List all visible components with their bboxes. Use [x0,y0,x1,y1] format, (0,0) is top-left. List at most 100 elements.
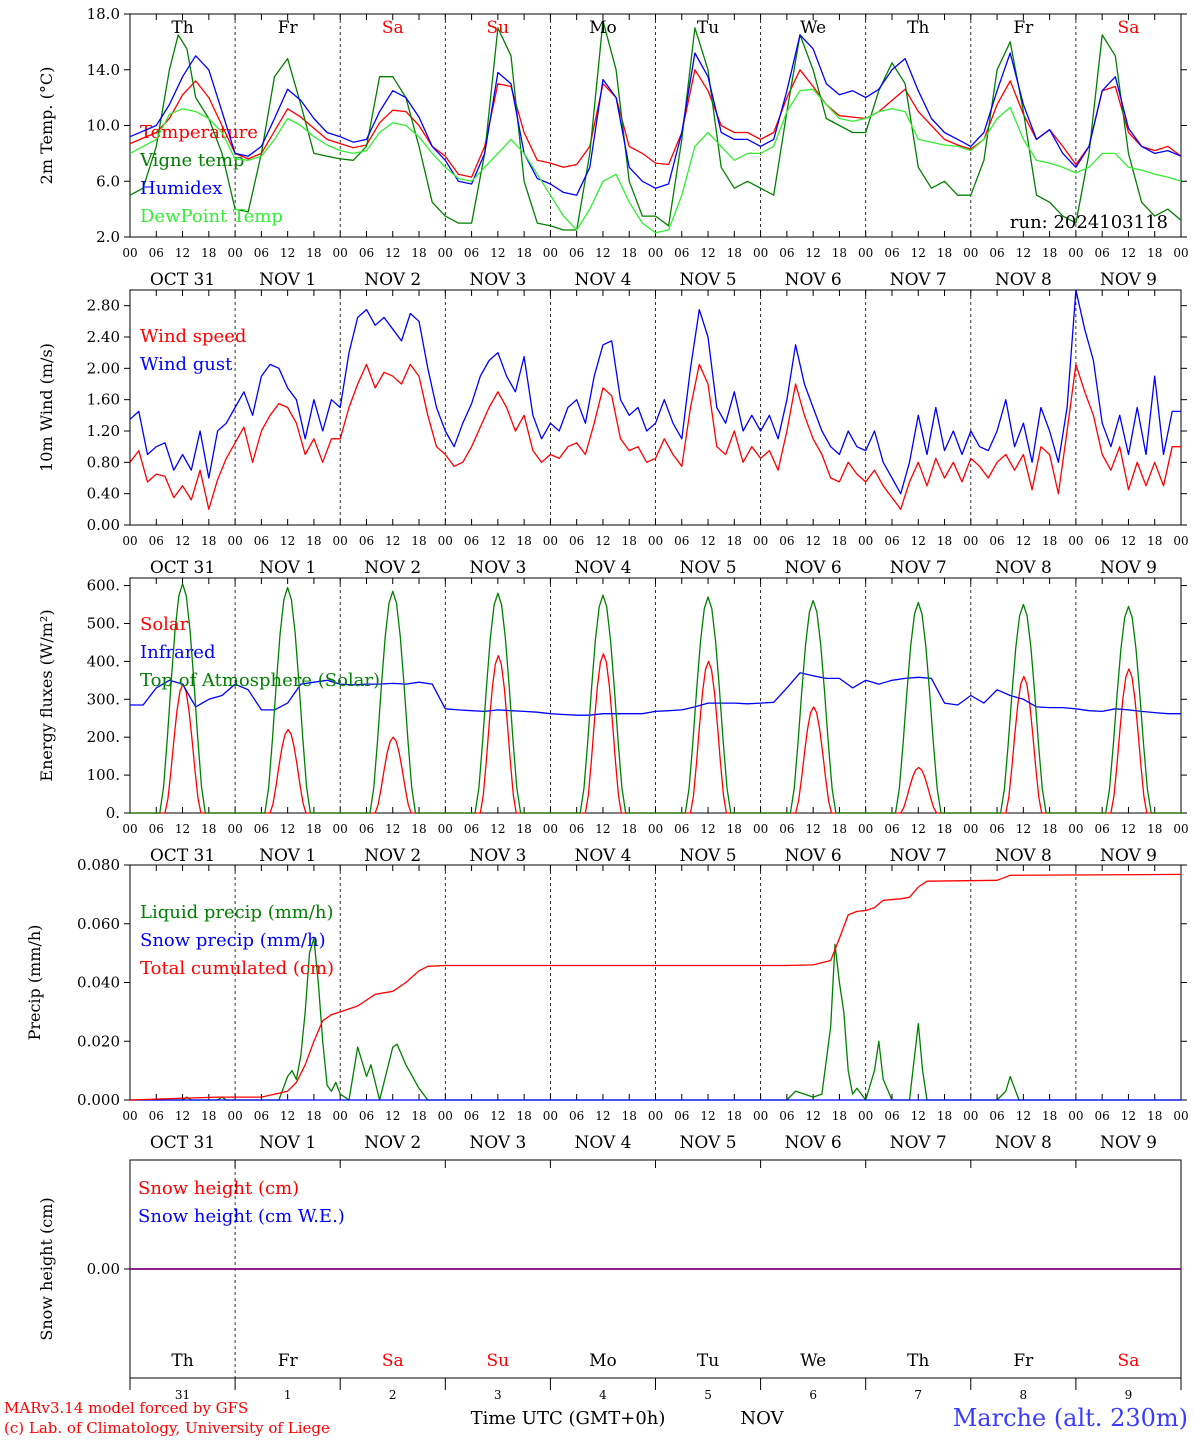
hour-tick-label: 18 [832,246,847,260]
hour-tick-label: 06 [1095,1109,1110,1123]
hour-tick-label: 18 [306,822,321,836]
hour-tick-label: 12 [911,1109,926,1123]
series-line-4 [129,88,1182,234]
hour-tick-label: 00 [1068,246,1083,260]
date-label: NOV 8 [995,270,1052,290]
hour-tick-label: 18 [1147,534,1162,548]
legend-entry: Infrared [140,642,215,663]
hour-tick-label: 18 [201,534,216,548]
hour-tick-label: 06 [989,246,1004,260]
day-number: 7 [914,1388,922,1402]
hour-tick-label: 18 [306,1109,321,1123]
hour-tick-label: 06 [464,246,479,260]
hour-tick-label: 06 [674,534,689,548]
hour-tick-label: 06 [779,246,794,260]
hour-tick-label: 00 [543,534,558,548]
date-label: OCT 31 [150,1133,215,1153]
date-label: OCT 31 [150,846,215,866]
day-name: Fr [278,1351,299,1371]
y-tick-label: 1.20 [87,422,120,440]
hour-tick-label: 00 [858,246,873,260]
y-tick-label: 2.0 [96,228,120,246]
y-tick-label: 2.80 [87,297,120,315]
hour-tick-label: 18 [622,534,637,548]
hour-tick-label: 12 [1121,246,1136,260]
y-axis-label: 10m Wind (m/s) [37,343,56,472]
series-line-2 [129,20,1182,231]
y-axis-label: Energy fluxes (W/m²) [37,609,56,781]
hour-tick-label: 12 [700,822,715,836]
hour-tick-label: 12 [806,1109,821,1123]
y-tick-label: 2.00 [87,359,120,377]
y-tick-label: 400. [87,652,120,670]
day-number: 3 [494,1388,502,1402]
hour-tick-label: 12 [911,246,926,260]
hour-tick-label: 12 [595,534,610,548]
legend-entry: Vigne temp [139,150,244,171]
hour-tick-label: 18 [1147,246,1162,260]
hour-tick-label: 06 [989,822,1004,836]
hour-tick-label: 06 [1095,822,1110,836]
hour-tick-label: 18 [937,534,952,548]
y-tick-label: 0. [106,804,120,822]
y-axis-label: Snow height (cm) [37,1197,56,1340]
legend-entry: Temperature [140,122,258,143]
day-name: We [800,1351,826,1371]
hour-tick-label: 12 [175,246,190,260]
hour-tick-label: 18 [1147,1109,1162,1123]
date-label: NOV 4 [574,270,631,290]
hour-tick-label: 06 [149,246,164,260]
hour-tick-label: 00 [438,822,453,836]
y-tick-label: 0.80 [87,453,120,471]
hour-tick-label: 18 [937,822,952,836]
date-label: NOV 3 [469,558,526,578]
hour-tick-label: 00 [648,822,663,836]
day-name: Th [171,1351,193,1371]
hour-tick-label: 18 [1042,534,1057,548]
hour-tick-label: 12 [806,534,821,548]
hour-tick-label: 06 [674,822,689,836]
hour-tick-label: 12 [700,246,715,260]
hour-tick-label: 18 [516,822,531,836]
hour-tick-label: 18 [516,246,531,260]
series-line-1 [129,363,1181,510]
date-label: NOV 4 [574,846,631,866]
series-line-2 [130,672,1181,716]
day-number: 2 [389,1388,397,1402]
hour-tick-label: 12 [1016,534,1031,548]
y-tick-label: 200. [87,728,120,746]
hour-tick-label: 06 [569,246,584,260]
hour-tick-label: 00 [543,822,558,836]
date-label: NOV 1 [259,558,316,578]
hour-tick-label: 06 [989,534,1004,548]
date-label: NOV 9 [1100,558,1157,578]
hour-tick-label: 12 [280,534,295,548]
hour-tick-label: 00 [753,1109,768,1123]
hour-tick-label: 00 [333,822,348,836]
y-tick-label: 0.020 [77,1032,120,1050]
hour-tick-label: 00 [963,1109,978,1123]
hour-tick-label: 00 [438,534,453,548]
y-tick-label: 0.40 [87,485,120,503]
hour-tick-label: 00 [122,1109,137,1123]
credit-lab: (c) Lab. of Climatology, University of L… [4,1419,330,1437]
hour-tick-label: 18 [306,246,321,260]
date-label: NOV 1 [259,846,316,866]
hour-tick-label: 00 [122,246,137,260]
day-name: Su [487,1351,510,1371]
hour-tick-label: 12 [595,246,610,260]
hour-tick-label: 06 [884,246,899,260]
hour-tick-label: 00 [227,246,242,260]
hour-tick-label: 06 [254,1109,269,1123]
hour-tick-label: 00 [227,534,242,548]
hour-tick-label: 00 [543,246,558,260]
hour-tick-label: 18 [937,1109,952,1123]
day-name: Mo [589,1351,617,1371]
hour-tick-label: 06 [464,822,479,836]
date-label: NOV 6 [785,270,842,290]
hour-tick-label: 12 [280,822,295,836]
series-line-2 [129,289,1181,495]
hour-tick-label: 06 [674,1109,689,1123]
y-tick-label: 0.060 [77,915,120,933]
y-tick-label: 10.0 [87,117,120,135]
